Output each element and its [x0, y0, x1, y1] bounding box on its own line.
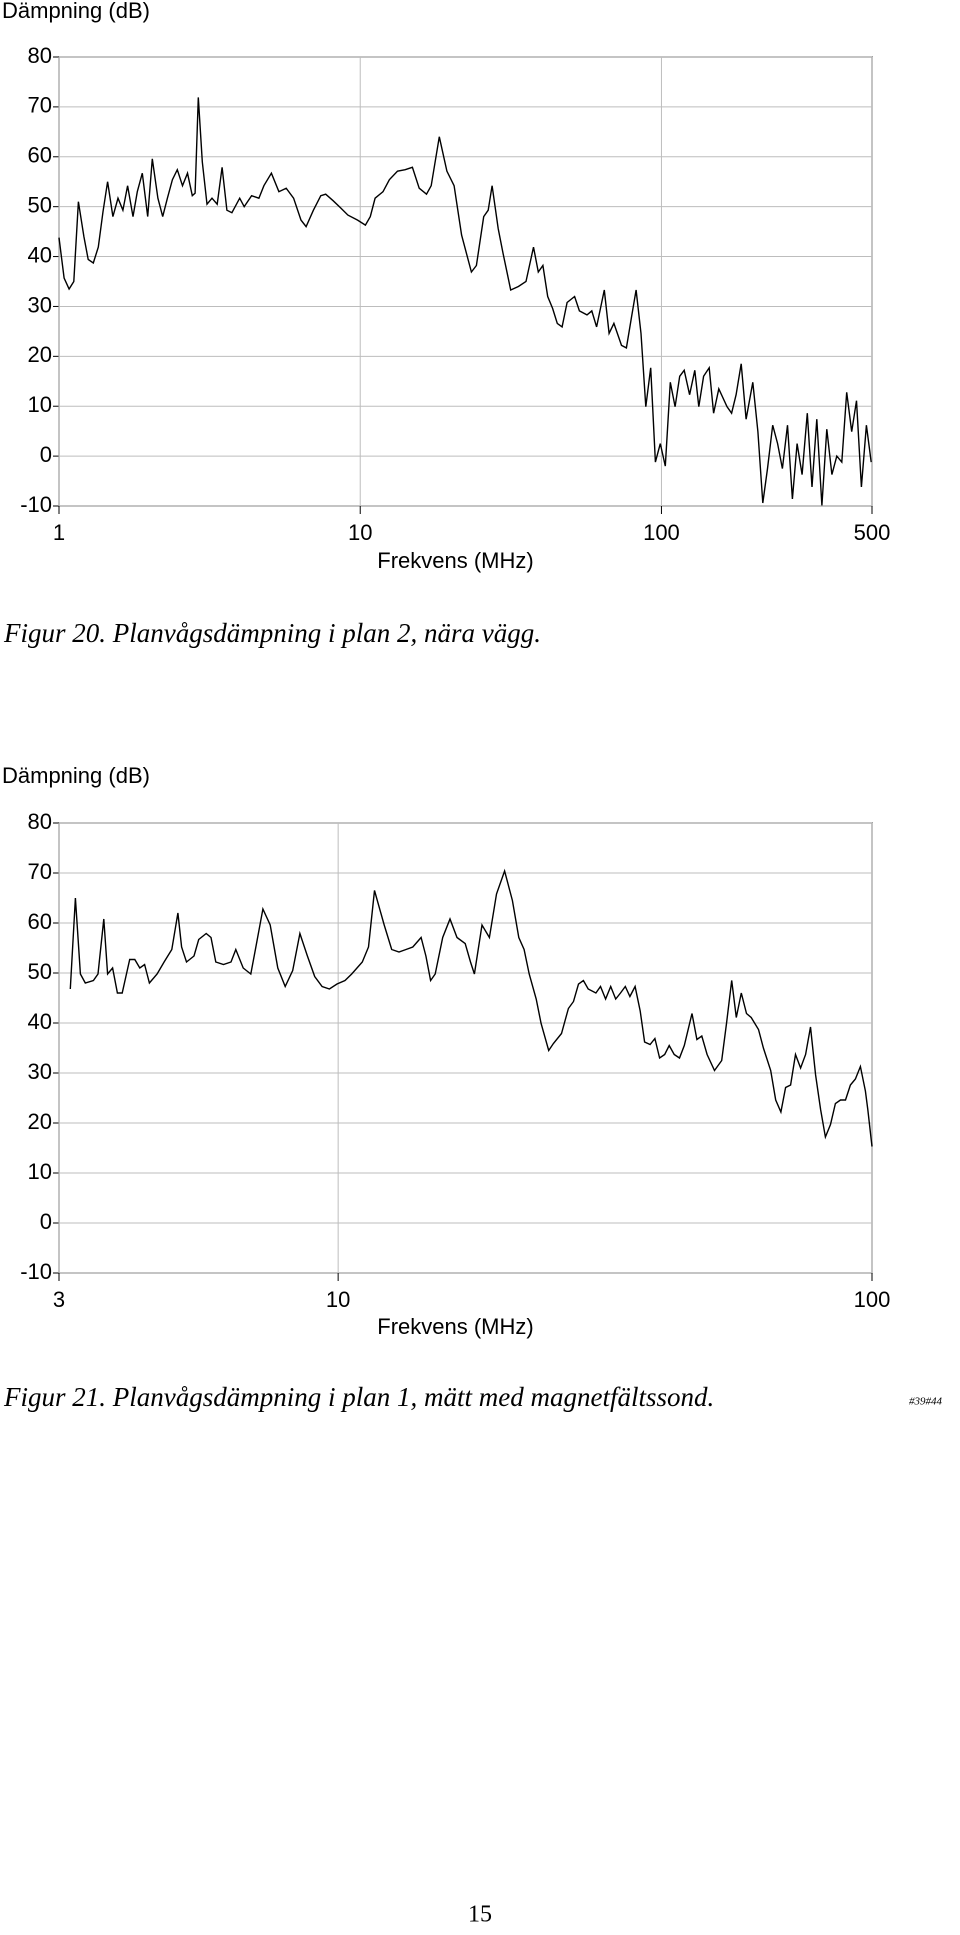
y-tick-label: 40 — [28, 242, 52, 267]
x-tick-label: 100 — [643, 520, 680, 545]
plot-frame — [58, 822, 873, 1274]
y-tick-label: 50 — [28, 959, 52, 984]
y-tick-label: 30 — [28, 1059, 52, 1084]
x-tick-label: 10 — [348, 520, 372, 545]
y-tick-label: 70 — [28, 93, 52, 118]
y-tick-label: 10 — [28, 392, 52, 417]
x-axis-title: Frekvens (MHz) — [377, 1314, 533, 1339]
y-tick-label: 40 — [28, 1009, 52, 1034]
y-tick-label: 0 — [40, 1209, 52, 1234]
y-axis-title: Dämpning (dB) — [2, 0, 150, 23]
x-tick-label: 500 — [854, 520, 891, 545]
y-axis-title: Dämpning (dB) — [2, 763, 150, 788]
data-line — [69, 868, 873, 1147]
y-tick-label: 0 — [40, 442, 52, 467]
y-tick-label: -10 — [20, 1259, 52, 1284]
x-axis-title: Frekvens (MHz) — [377, 548, 533, 573]
x-tick-label: 3 — [53, 1287, 65, 1312]
footnote: #39#44 — [909, 1396, 943, 1408]
y-tick-label: 80 — [28, 809, 52, 834]
y-tick-label: 20 — [28, 1109, 52, 1134]
y-tick-label: 30 — [28, 292, 52, 317]
x-tick-label: 100 — [854, 1287, 891, 1312]
y-tick-label: 50 — [28, 192, 52, 217]
y-tick-label: 20 — [28, 342, 52, 367]
y-tick-label: 60 — [28, 909, 52, 934]
x-tick-label: 1 — [53, 520, 65, 545]
y-tick-label: 60 — [28, 143, 52, 168]
plot-frame — [58, 56, 873, 507]
page-number: 15 — [468, 1902, 492, 1928]
y-tick-label: 10 — [28, 1159, 52, 1184]
y-tick-label: 80 — [28, 43, 52, 68]
data-line — [58, 97, 872, 506]
y-tick-label: 70 — [28, 859, 52, 884]
figure-caption: Figur 20. Planvågsdämpning i plan 2, när… — [3, 618, 541, 648]
figure-caption: Figur 21. Planvågsdämpning i plan 1, mät… — [3, 1382, 714, 1412]
x-tick-label: 10 — [326, 1287, 350, 1312]
y-tick-label: -10 — [20, 492, 52, 517]
